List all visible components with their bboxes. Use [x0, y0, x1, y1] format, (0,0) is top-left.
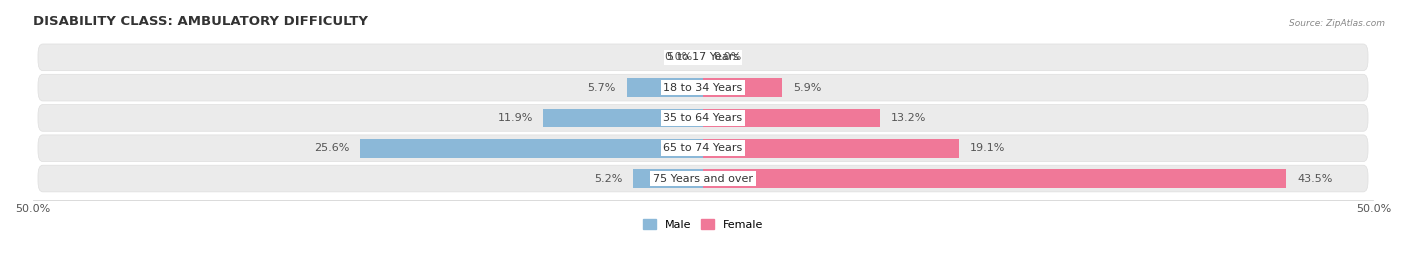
Text: 65 to 74 Years: 65 to 74 Years [664, 143, 742, 153]
Text: 0.0%: 0.0% [664, 52, 692, 62]
Bar [360, 139, 703, 158]
Text: 0.0%: 0.0% [714, 52, 742, 62]
Text: 35 to 64 Years: 35 to 64 Years [664, 113, 742, 123]
Text: 43.5%: 43.5% [1296, 174, 1333, 184]
FancyBboxPatch shape [38, 105, 1368, 131]
Bar [703, 169, 1286, 188]
FancyBboxPatch shape [38, 135, 1368, 162]
Text: 11.9%: 11.9% [498, 113, 533, 123]
Text: 5.9%: 5.9% [793, 83, 821, 93]
Legend: Male, Female: Male, Female [643, 219, 763, 230]
FancyBboxPatch shape [38, 74, 1368, 101]
Bar [627, 78, 703, 97]
Bar [703, 78, 782, 97]
Bar [633, 169, 703, 188]
Text: 19.1%: 19.1% [970, 143, 1005, 153]
Text: 5 to 17 Years: 5 to 17 Years [666, 52, 740, 62]
Bar [544, 109, 703, 127]
Text: 5.2%: 5.2% [595, 174, 623, 184]
Text: 18 to 34 Years: 18 to 34 Years [664, 83, 742, 93]
Text: 5.7%: 5.7% [588, 83, 616, 93]
Text: DISABILITY CLASS: AMBULATORY DIFFICULTY: DISABILITY CLASS: AMBULATORY DIFFICULTY [32, 15, 367, 28]
Text: 25.6%: 25.6% [314, 143, 349, 153]
Text: Source: ZipAtlas.com: Source: ZipAtlas.com [1289, 19, 1385, 28]
Bar [703, 139, 959, 158]
Text: 13.2%: 13.2% [891, 113, 927, 123]
FancyBboxPatch shape [38, 165, 1368, 192]
Bar [703, 109, 880, 127]
Text: 75 Years and over: 75 Years and over [652, 174, 754, 184]
FancyBboxPatch shape [38, 44, 1368, 71]
